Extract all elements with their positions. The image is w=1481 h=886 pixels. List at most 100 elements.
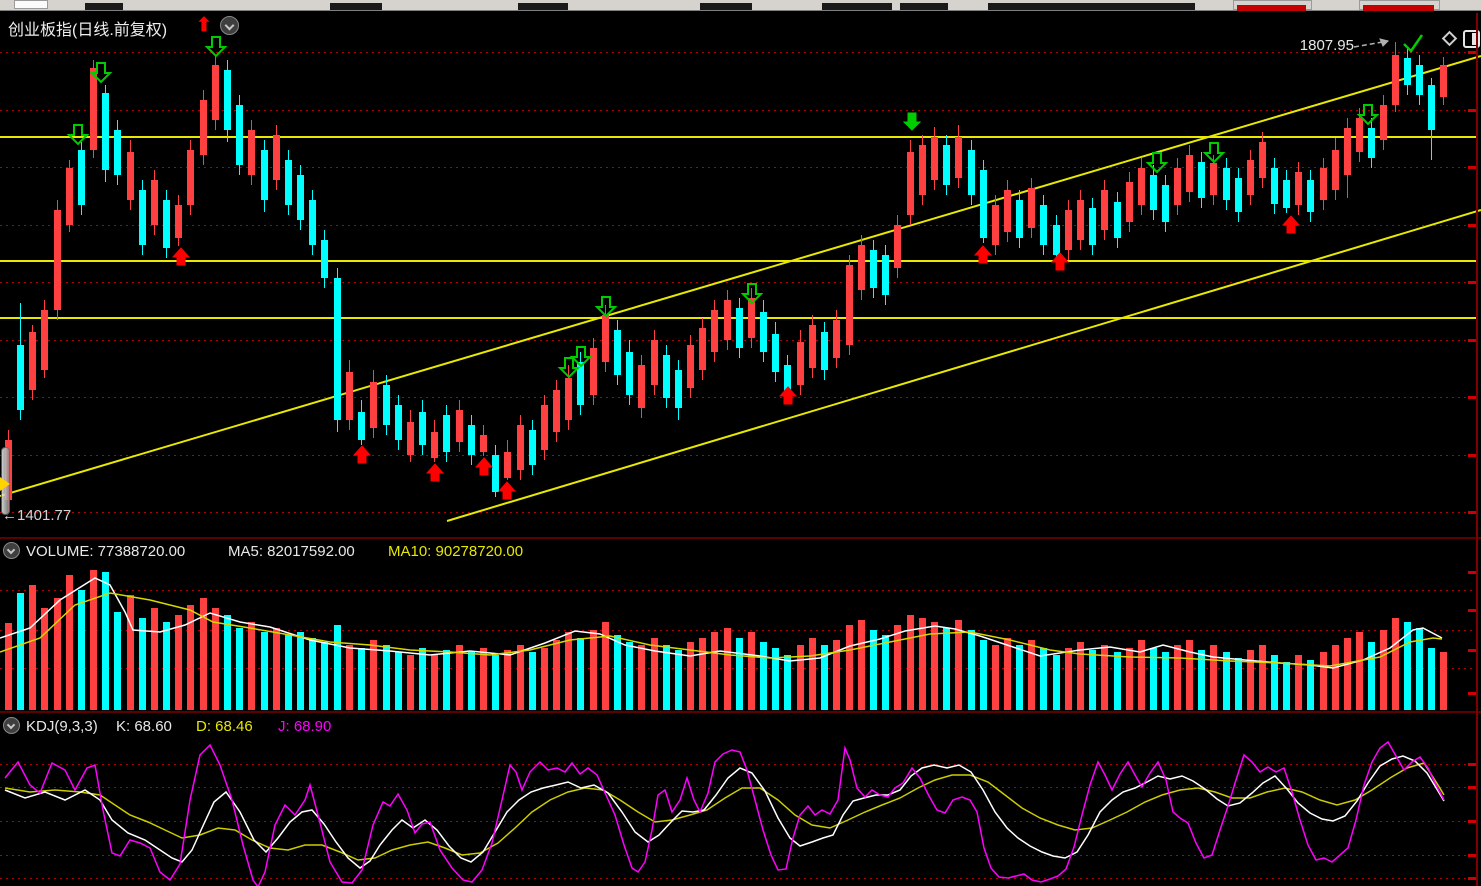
- chevron-down-icon: [6, 720, 16, 730]
- candle-wick: [812, 315, 813, 378]
- candle-wick: [361, 400, 362, 445]
- trendline-anchor-icon: [0, 477, 10, 491]
- volume-bar: [833, 640, 840, 710]
- volume-bar: [1210, 645, 1217, 710]
- candle-body: [248, 130, 255, 175]
- volume-bar: [541, 648, 548, 710]
- candle-wick: [57, 200, 58, 320]
- volume-bar: [358, 648, 365, 710]
- candle-wick: [641, 355, 642, 418]
- candle-body: [1271, 168, 1278, 204]
- price-axis-tick: [1468, 511, 1476, 514]
- volume-bar: [1198, 650, 1205, 710]
- candle-wick: [410, 410, 411, 462]
- candle-wick: [934, 127, 935, 190]
- volume-bar: [431, 655, 438, 710]
- volume-bar: [1440, 652, 1447, 710]
- candle-body: [711, 310, 718, 352]
- candle-body: [1077, 200, 1084, 240]
- collapse-main-button[interactable]: [220, 16, 239, 35]
- candle-wick: [190, 140, 191, 215]
- volume-bar: [175, 615, 182, 710]
- volume-axis-tick: [1468, 692, 1476, 695]
- volume-bar: [383, 645, 390, 710]
- buy-signal-arrow-icon: [778, 386, 798, 405]
- candle-body: [846, 265, 853, 345]
- candle-body: [821, 332, 828, 370]
- sell-signal-arrow-icon: [1356, 104, 1380, 126]
- candle-wick: [1153, 165, 1154, 220]
- menu-quote-box[interactable]: [1359, 0, 1440, 11]
- candle-wick: [178, 195, 179, 246]
- candle-body: [675, 370, 682, 408]
- candle-body: [931, 137, 938, 180]
- candle-body: [1320, 168, 1327, 200]
- diamond-icon[interactable]: [1441, 30, 1458, 47]
- volume-bar: [1320, 652, 1327, 710]
- menu-quote-box[interactable]: [1233, 0, 1312, 11]
- candle-body: [736, 308, 743, 348]
- candle-wick: [312, 190, 313, 255]
- menu-item-text[interactable]: [822, 3, 892, 10]
- pane-separator: [0, 537, 1481, 539]
- menu-item-text[interactable]: [330, 3, 382, 10]
- volume-bar: [1089, 650, 1096, 710]
- volume-bar: [1053, 655, 1060, 710]
- app-logo-icon[interactable]: [14, 0, 48, 9]
- candle-wick: [1080, 190, 1081, 250]
- candle-body: [894, 225, 901, 268]
- candle-body: [200, 100, 207, 155]
- volume-bar: [517, 645, 524, 710]
- candle-wick: [1092, 198, 1093, 255]
- price-gridline: [0, 397, 1474, 398]
- volume-ma10-label: MA10: 90278720.00: [388, 543, 524, 560]
- candle-wick: [1238, 168, 1239, 222]
- collapse-kdj-button[interactable]: [3, 717, 20, 734]
- volume-bar: [1040, 648, 1047, 710]
- candle-body: [1210, 163, 1217, 195]
- volume-bar: [248, 622, 255, 710]
- volume-bar: [711, 632, 718, 710]
- candle-wick: [1323, 158, 1324, 210]
- candle-body: [784, 365, 791, 398]
- panel-toggle-icon[interactable]: [1463, 30, 1480, 48]
- menu-item-text[interactable]: [518, 3, 568, 10]
- candle-body: [78, 150, 85, 205]
- candle-wick: [1359, 108, 1360, 162]
- candle-body: [504, 452, 511, 478]
- volume-bar: [163, 622, 170, 710]
- volume-bar: [29, 585, 36, 710]
- price-gridline: [0, 282, 1474, 283]
- volume-bar: [651, 638, 658, 710]
- candle-body: [419, 412, 426, 445]
- kdj-gridline: [0, 878, 1474, 879]
- candle-wick: [1250, 150, 1251, 205]
- candle-body: [1114, 202, 1121, 238]
- candle-wick: [471, 415, 472, 465]
- candle-wick: [1335, 138, 1336, 200]
- candle-body: [1138, 168, 1145, 205]
- candle-body: [955, 137, 962, 178]
- kdj-axis-tick: [1468, 786, 1476, 789]
- volume-pane-header: VOLUME: 77388720.00 MA5: 82017592.00 MA1…: [0, 541, 1300, 563]
- collapse-volume-button[interactable]: [3, 542, 20, 559]
- volume-bar: [212, 608, 219, 710]
- candle-body: [1198, 162, 1205, 198]
- volume-bar: [1004, 638, 1011, 710]
- volume-bar: [334, 625, 341, 710]
- menu-item-text[interactable]: [85, 3, 123, 10]
- buy-signal-arrow-icon: [973, 245, 993, 264]
- candle-wick: [1226, 158, 1227, 210]
- menu-item-text[interactable]: [700, 3, 752, 10]
- menu-item-text[interactable]: [900, 3, 948, 10]
- candle-body: [1368, 128, 1375, 158]
- volume-bar: [1332, 645, 1339, 710]
- volume-ma5-label: MA5: 82017592.00: [228, 543, 355, 560]
- menu-item-text[interactable]: [988, 3, 1195, 10]
- volume-bar: [102, 572, 109, 710]
- panel-toggle-bar: [1472, 33, 1477, 45]
